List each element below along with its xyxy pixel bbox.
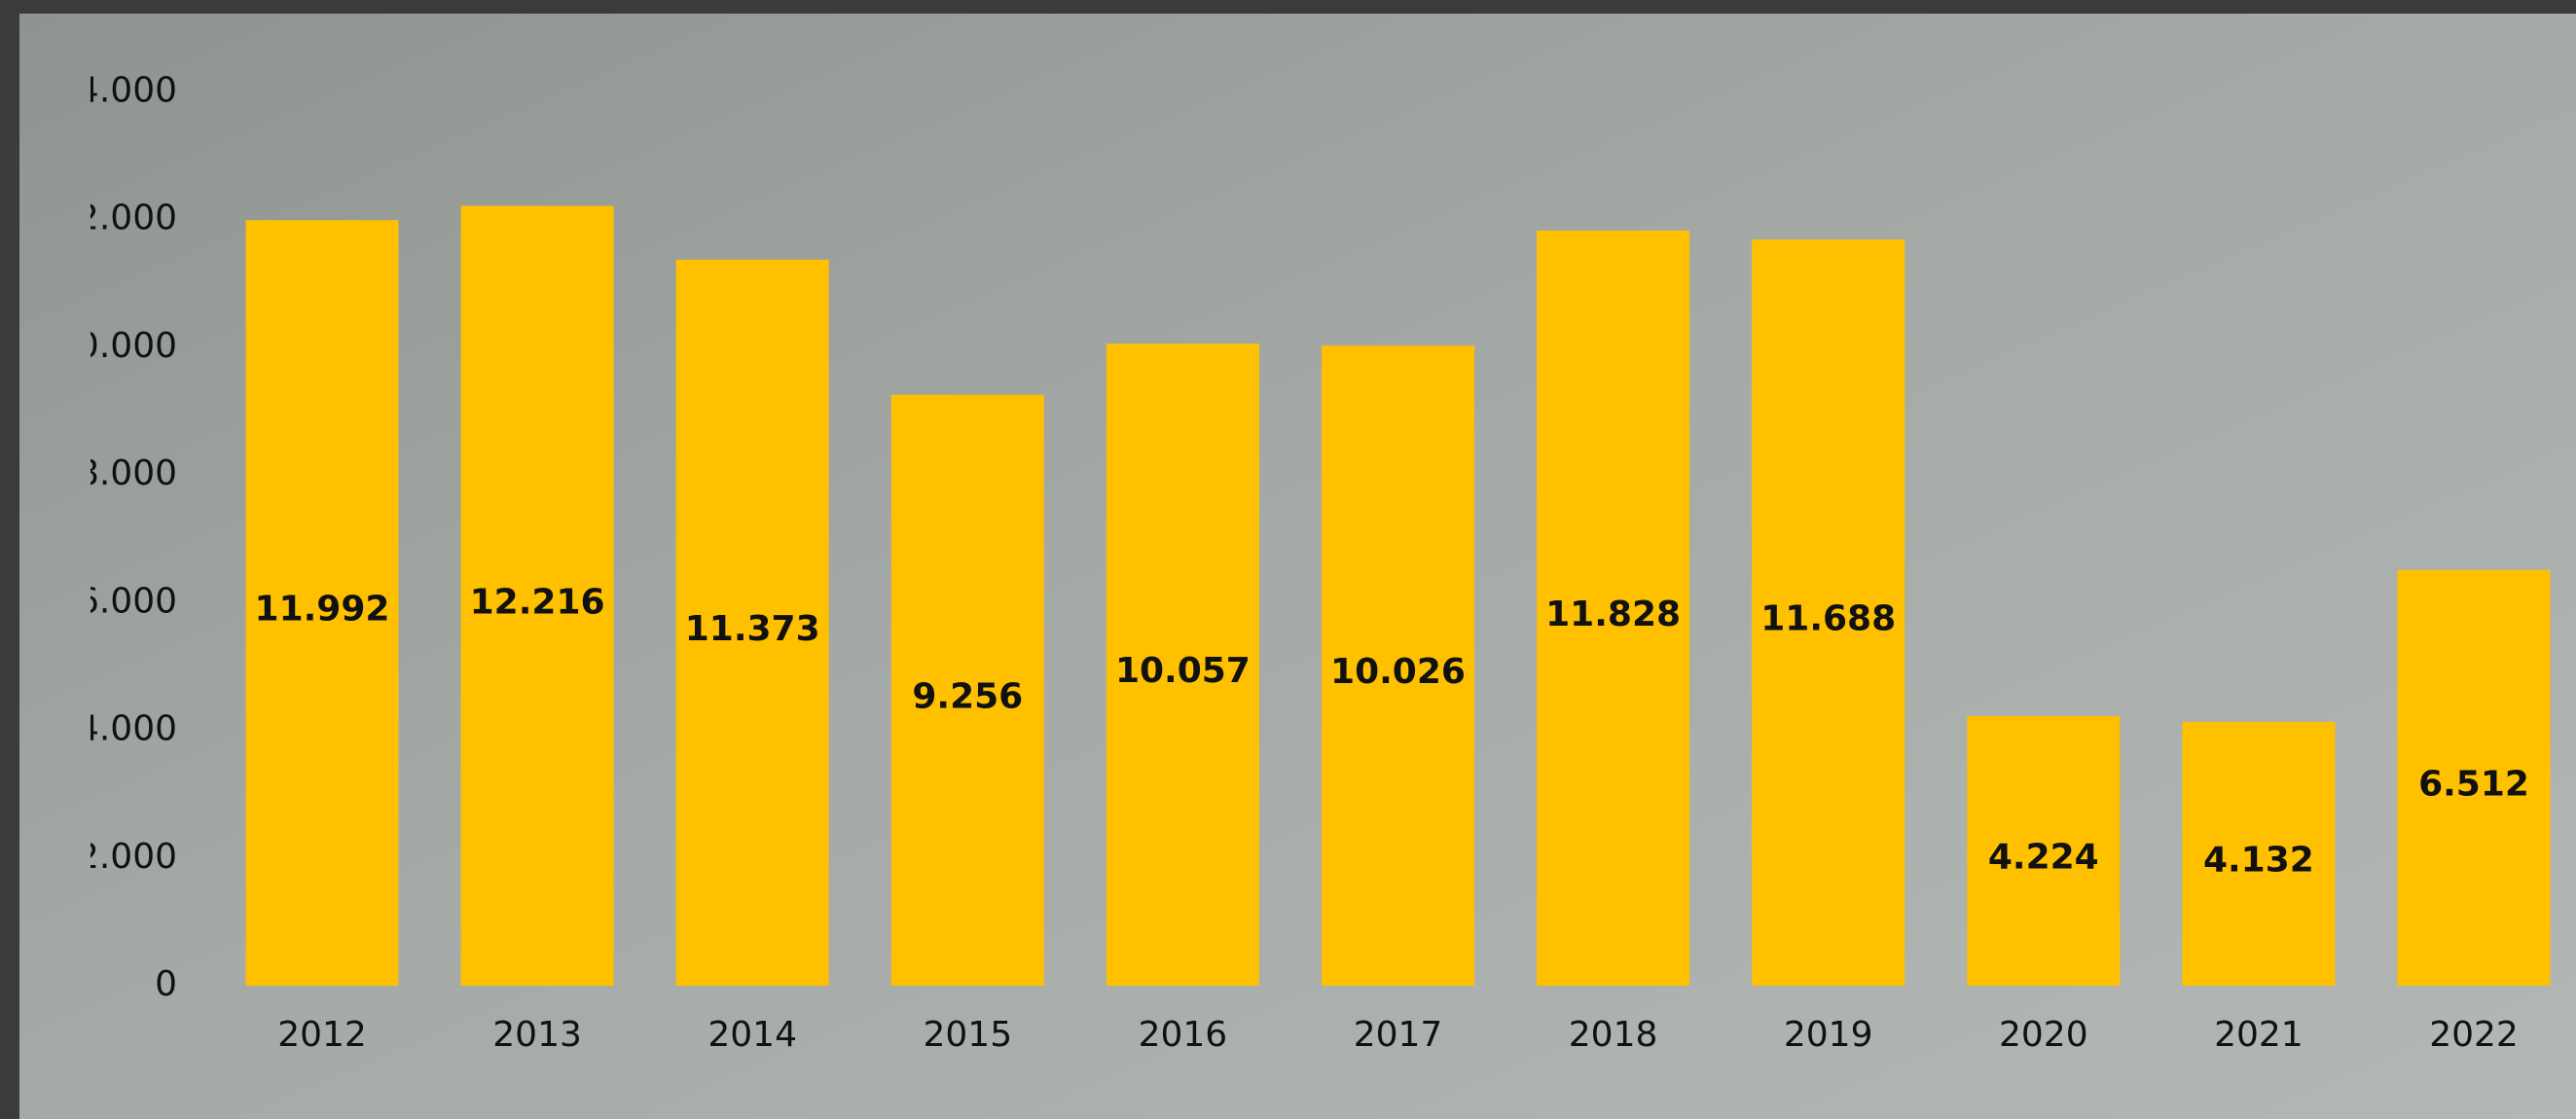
bar <box>2182 721 2336 986</box>
y-tick-label: 8.000 <box>77 453 177 493</box>
y-tick-label: 4.000 <box>77 709 177 749</box>
x-tick-label: 2012 <box>277 1015 367 1055</box>
x-tick-label: 2021 <box>2214 1015 2304 1055</box>
x-tick-label: 2019 <box>1784 1015 1873 1055</box>
y-tick-label: 14.000 <box>54 71 177 111</box>
value-label: 6.512 <box>2418 764 2529 804</box>
value-label: 11.828 <box>1545 595 1681 634</box>
bar <box>675 259 829 986</box>
value-label: 11.373 <box>685 609 820 649</box>
x-tick-label: 2022 <box>2429 1015 2519 1055</box>
y-tick-label: 10.000 <box>54 326 177 366</box>
value-label: 4.132 <box>2203 840 2314 880</box>
y-tick-label: 12.000 <box>54 199 177 238</box>
bar <box>245 220 399 986</box>
value-label: 11.688 <box>1760 599 1896 639</box>
x-tick-label: 2013 <box>492 1015 582 1055</box>
y-axis: 0 2.000 4.000 6.000 8.000 10.000 12.000 14.000 <box>54 71 177 1005</box>
x-tick-label: 2017 <box>1354 1015 1443 1055</box>
value-label: 11.992 <box>255 590 390 630</box>
value-label: 12.216 <box>470 582 605 622</box>
bar <box>460 205 614 986</box>
x-tick-label: 2016 <box>1139 1015 1228 1055</box>
x-tick-label: 2014 <box>707 1015 797 1055</box>
bar <box>1752 239 1905 986</box>
y-tick-label: 2.000 <box>77 837 177 877</box>
x-tick-label: 2018 <box>1569 1015 1658 1055</box>
bar <box>1537 230 1690 986</box>
x-tick-label: 2015 <box>923 1015 1012 1055</box>
y-tick-label: 0 <box>155 964 177 1004</box>
x-tick-label: 2020 <box>1999 1015 2088 1055</box>
bar <box>1106 343 1259 986</box>
value-label: 9.256 <box>912 676 1023 716</box>
bar <box>890 394 1044 986</box>
bar <box>1967 715 2121 986</box>
value-label: 10.026 <box>1330 652 1466 692</box>
plot-area: 2012 11.992 2013 12.216 2014 11.373 2015 9.256 2… <box>245 205 2551 1055</box>
bar <box>2397 569 2551 986</box>
value-label: 10.057 <box>1115 651 1251 691</box>
value-label: 4.224 <box>1988 837 2099 877</box>
y-tick-label: 6.000 <box>77 581 177 621</box>
bar <box>1322 345 1474 986</box>
background-photo <box>19 14 2576 1119</box>
